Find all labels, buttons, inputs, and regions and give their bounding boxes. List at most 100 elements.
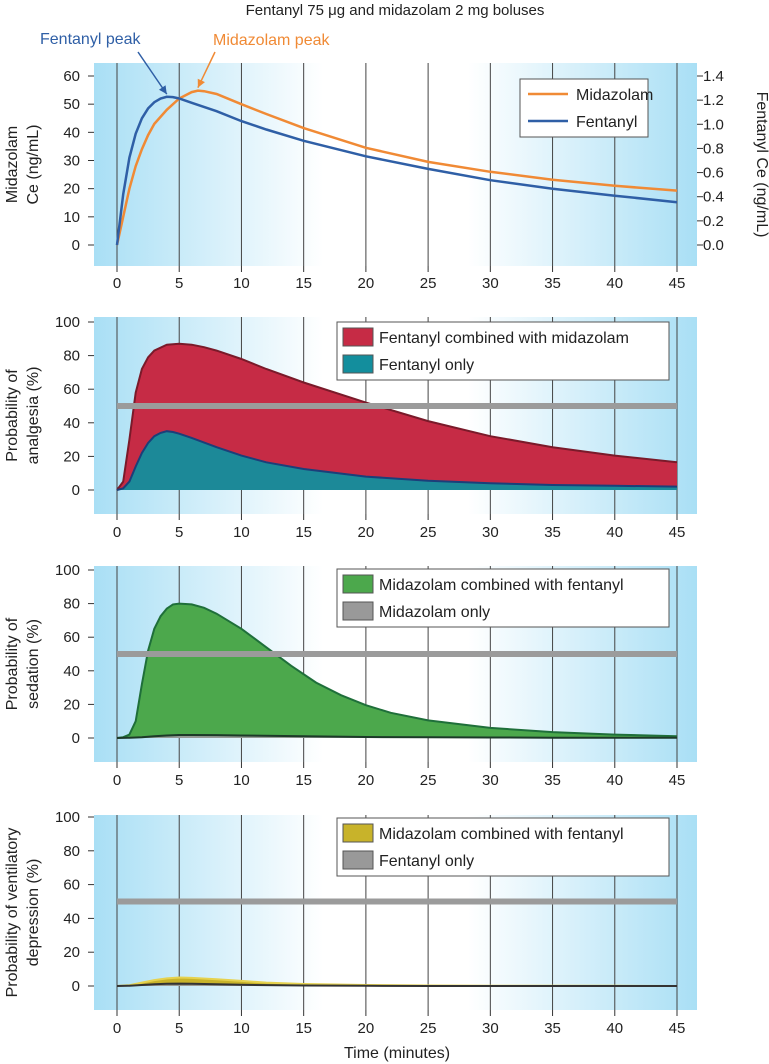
y-tick-label: 10 — [63, 209, 80, 226]
legend: Midazolam combined with fentanyl Fentanyl… — [336, 817, 670, 877]
area-combined — [117, 977, 677, 986]
y-tick-label: 80 — [63, 843, 80, 860]
legend-label: Fentanyl only — [379, 853, 474, 870]
panel-ventilatory: 0 20 40 60 80 100 0 5 10 15 20 25 30 35 40 45 Probabilit… — [4, 809, 697, 1037]
x-tick-label: 45 — [669, 524, 686, 541]
legend-label: Midazolam — [576, 87, 653, 104]
y-tick-label: 30 — [63, 153, 80, 170]
y-axis-label: analgesia (%) — [25, 367, 42, 465]
x-tick-label: 20 — [358, 1020, 375, 1037]
y-tick-label: 50 — [63, 96, 80, 113]
series-line-fentanyl — [115, 95, 678, 246]
y2-tick-label: 1.4 — [703, 68, 724, 85]
x-tick-label: 15 — [295, 275, 312, 292]
x-tick-label: 5 — [175, 772, 183, 789]
x-tick-label: 5 — [175, 524, 183, 541]
legend-swatch — [342, 354, 374, 374]
x-tick-label: 0 — [113, 524, 121, 541]
y2-tick-label: 0.0 — [703, 237, 724, 254]
y-axis-label: Probability of — [4, 617, 21, 710]
legend-box — [519, 78, 649, 138]
annotation-label: Midazolam peak — [213, 32, 331, 49]
y-axis-label: depression (%) — [25, 859, 42, 967]
x-tick-label: 20 — [358, 275, 375, 292]
y-tick-label: 0 — [72, 978, 80, 995]
x-tick-label: 20 — [358, 772, 375, 789]
y-axis-label: sedation (%) — [25, 619, 42, 709]
x-tick-label: 35 — [544, 275, 561, 292]
x-tick-label: 45 — [669, 275, 686, 292]
area-combined — [117, 343, 677, 490]
series-line — [116, 602, 678, 739]
x-tick-label: 35 — [544, 524, 561, 541]
panel-sedation: 0 20 40 60 80 100 0 5 10 15 20 25 30 35 40 45 Probabilit… — [4, 562, 697, 789]
x-tick-label: 0 — [113, 772, 121, 789]
y-axis-label: Probability of — [4, 369, 21, 462]
legend-box — [336, 817, 670, 877]
x-tick-label: 5 — [175, 275, 183, 292]
legend-label: Fentanyl combined with midazolam — [379, 330, 629, 347]
legend-label: Fentanyl — [576, 114, 637, 131]
x-tick-label: 40 — [606, 1020, 623, 1037]
legend-swatch — [342, 601, 374, 621]
y2-tick-label: 1.0 — [703, 116, 724, 133]
annotation-label: Fentanyl peak — [40, 31, 142, 48]
y-tick-label: 100 — [55, 314, 80, 331]
x-tick-label: 45 — [669, 1020, 686, 1037]
x-tick-label: 35 — [544, 1020, 561, 1037]
x-axis-label: Time (minutes) — [344, 1045, 450, 1062]
y2-axis-label: Fentanyl Ce (ng/mL) — [753, 92, 769, 238]
y-tick-label: 0 — [72, 237, 80, 254]
y-axis-label: Midazolam — [4, 126, 21, 203]
x-tick-label: 30 — [482, 772, 499, 789]
y-tick-label: 60 — [63, 381, 80, 398]
area-combined — [117, 603, 677, 738]
x-tick-label: 15 — [295, 772, 312, 789]
x-tick-label: 40 — [606, 772, 623, 789]
y2-tick-label: 1.2 — [703, 92, 724, 109]
series-line — [116, 430, 678, 491]
x-tick-label: 10 — [233, 772, 250, 789]
legend-label: Midazolam only — [379, 604, 490, 621]
x-tick-label: 25 — [420, 524, 437, 541]
x-tick-label: 10 — [233, 1020, 250, 1037]
y-tick-label: 20 — [63, 696, 80, 713]
y2-tick-label: 0.4 — [703, 189, 724, 206]
y-axis-label: Ce (ng/mL) — [25, 124, 42, 204]
panel-analgesia: 0 20 40 60 80 100 0 5 10 15 20 25 30 35 40 45 Probabilit… — [4, 314, 697, 541]
arrow-head — [197, 78, 205, 88]
panel-ce: 01020304050600.00.20.40.60.81.01.21.4Fen… — [4, 31, 769, 292]
x-tick-label: 30 — [482, 1020, 499, 1037]
legend-label: Midazolam combined with fentanyl — [379, 577, 624, 594]
y-tick-label: 80 — [63, 348, 80, 365]
y2-tick-label: 0.8 — [703, 140, 724, 157]
legend: Midazolam Fentanyl — [519, 78, 653, 138]
y-tick-label: 20 — [63, 181, 80, 198]
y-tick-label: 40 — [63, 415, 80, 432]
x-tick-label: 0 — [113, 275, 121, 292]
x-tick-label: 0 — [113, 1020, 121, 1037]
x-tick-label: 15 — [295, 1020, 312, 1037]
x-tick-label: 30 — [482, 275, 499, 292]
x-tick-label: 25 — [420, 275, 437, 292]
y-tick-label: 40 — [63, 910, 80, 927]
x-tick-label: 35 — [544, 772, 561, 789]
y2-tick-label: 0.6 — [703, 165, 724, 182]
arrow-head — [158, 85, 167, 95]
x-tick-label: 40 — [606, 524, 623, 541]
legend: Midazolam combined with fentanyl Midazola… — [336, 568, 670, 628]
y-tick-label: 20 — [63, 448, 80, 465]
legend-box — [336, 568, 670, 628]
y2-tick-label: 0.2 — [703, 213, 724, 230]
area-single — [117, 431, 677, 490]
y-tick-label: 60 — [63, 68, 80, 85]
legend-label: Midazolam combined with fentanyl — [379, 826, 624, 843]
legend-swatch — [342, 850, 374, 870]
x-tick-label: 25 — [420, 1020, 437, 1037]
x-tick-label: 10 — [233, 275, 250, 292]
figure-title: Fentanyl 75 μg and midazolam 2 mg boluse… — [246, 2, 545, 19]
y-tick-label: 0 — [72, 730, 80, 747]
x-tick-label: 45 — [669, 772, 686, 789]
y-tick-label: 60 — [63, 877, 80, 894]
